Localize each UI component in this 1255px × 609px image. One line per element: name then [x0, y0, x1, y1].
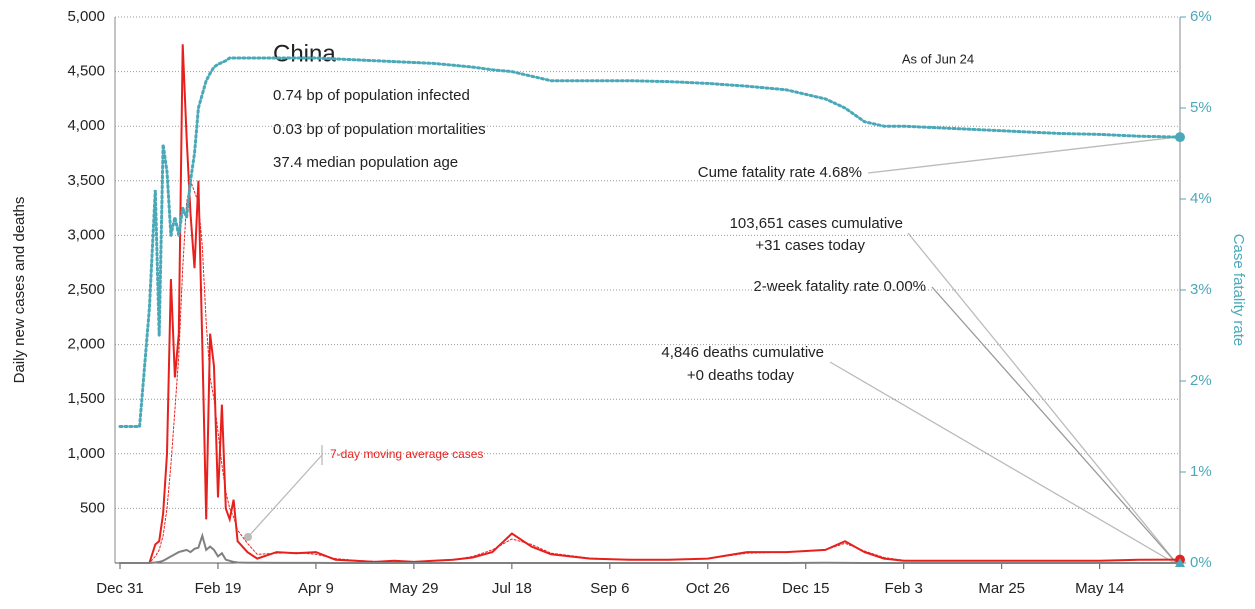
x-tick-label: Apr 9 — [298, 580, 334, 597]
chart-title: China — [273, 40, 336, 67]
x-tick-label: Feb 3 — [885, 580, 923, 597]
annotation: 2-week fatality rate 0.00% — [753, 278, 926, 295]
axis-marker — [1175, 558, 1185, 567]
series-line — [119, 178, 1181, 564]
x-tick-label: May 29 — [389, 580, 438, 597]
date-note: As of Jun 24 — [902, 51, 974, 66]
leader-line — [247, 445, 323, 538]
leader-line — [931, 286, 1179, 566]
y-tick-label: 3,500 — [67, 172, 105, 189]
series-line — [118, 56, 1182, 428]
y2-tick-label: 0% — [1190, 554, 1212, 571]
y-tick-label: 4,000 — [67, 117, 105, 134]
y-tick-label: 1,500 — [67, 390, 105, 407]
subtitle: 0.03 bp of population mortalities — [273, 121, 486, 138]
x-tick-label: Oct 26 — [686, 580, 730, 597]
annotation: +0 deaths today — [687, 367, 795, 384]
x-tick-label: Jul 18 — [492, 580, 532, 597]
leader-line — [829, 361, 1179, 566]
y-tick-label: 1,000 — [67, 445, 105, 462]
y-tick-label: 3,000 — [67, 226, 105, 243]
y2-axis-label: Case fatality rate — [1230, 234, 1247, 347]
y2-tick-label: 5% — [1190, 99, 1212, 116]
y-axis-label: Daily new cases and deaths — [11, 197, 28, 384]
subtitle: 0.74 bp of population infected — [273, 87, 470, 104]
y-tick-label: 2,500 — [67, 281, 105, 298]
x-tick-label: May 14 — [1075, 580, 1124, 597]
annotation: Cume fatality rate 4.68% — [698, 164, 862, 181]
series-line — [119, 44, 1181, 564]
x-tick-label: Feb 19 — [195, 580, 242, 597]
x-tick-label: Dec 15 — [782, 580, 830, 597]
y2-tick-label: 4% — [1190, 190, 1212, 207]
x-tick-label: Dec 31 — [96, 580, 144, 597]
y2-tick-label: 1% — [1190, 463, 1212, 480]
subtitle: 37.4 median population age — [273, 154, 458, 171]
y2-tick-label: 3% — [1190, 281, 1212, 298]
y-tick-label: 500 — [80, 499, 105, 516]
x-tick-label: Sep 6 — [590, 580, 629, 597]
annotation: 103,651 cases cumulative — [730, 215, 903, 232]
y2-tick-label: 6% — [1190, 8, 1212, 25]
leader-line — [867, 136, 1179, 174]
y-tick-label: 2,000 — [67, 336, 105, 353]
annotation: +31 cases today — [755, 237, 865, 254]
y-tick-label: 4,500 — [67, 63, 105, 80]
x-tick-label: Mar 25 — [978, 580, 1025, 597]
leader-dot — [244, 533, 252, 541]
annotation: 4,846 deaths cumulative — [661, 344, 824, 361]
end-marker — [1175, 132, 1185, 143]
y-tick-label: 5,000 — [67, 8, 105, 25]
series-line — [119, 532, 1181, 564]
y2-tick-label: 2% — [1190, 372, 1212, 389]
